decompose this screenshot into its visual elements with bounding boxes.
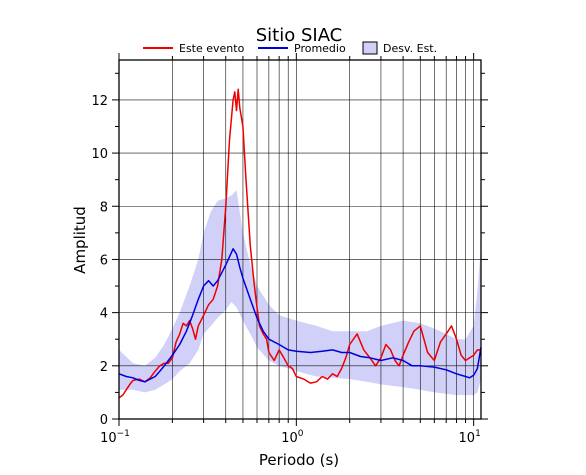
legend: Este evento Promedio Desv. Est.: [143, 41, 437, 55]
y-tick-label: 6: [100, 253, 108, 268]
y-tick-label: 8: [100, 200, 108, 215]
ticks-layer: 10−1 100 101 0 2 4 6 8 10 12: [91, 53, 488, 446]
x-tick-label: 101: [459, 429, 481, 446]
grid-layer: [118, 60, 481, 420]
std-dev-band: [119, 190, 481, 396]
legend-label: Desv. Est.: [383, 42, 437, 55]
frame-layer: [118, 59, 482, 420]
series-line-promedio: [118, 248, 482, 383]
legend-label: Promedio: [294, 42, 346, 55]
x-tick-label: 10−1: [100, 429, 130, 446]
y-axis-label: Amplitud: [71, 206, 89, 274]
legend-swatch-desv-est-: [362, 41, 378, 55]
chart-title: Sitio SIAC: [256, 25, 343, 46]
y-tick-label: 4: [100, 307, 108, 322]
y-tick-label: 0: [100, 413, 108, 428]
y-tick-label: 12: [91, 94, 108, 109]
std-band-layer: [119, 190, 481, 396]
x-axis-label: Periodo (s): [259, 451, 339, 469]
legend-label: Este evento: [179, 42, 245, 55]
plot-frame: [118, 59, 482, 420]
y-tick-label: 10: [91, 147, 108, 162]
series-line-este-evento: [118, 88, 481, 399]
series-layer: [118, 88, 482, 399]
y-tick-label: 2: [100, 360, 108, 375]
x-tick-label: 100: [281, 429, 304, 446]
